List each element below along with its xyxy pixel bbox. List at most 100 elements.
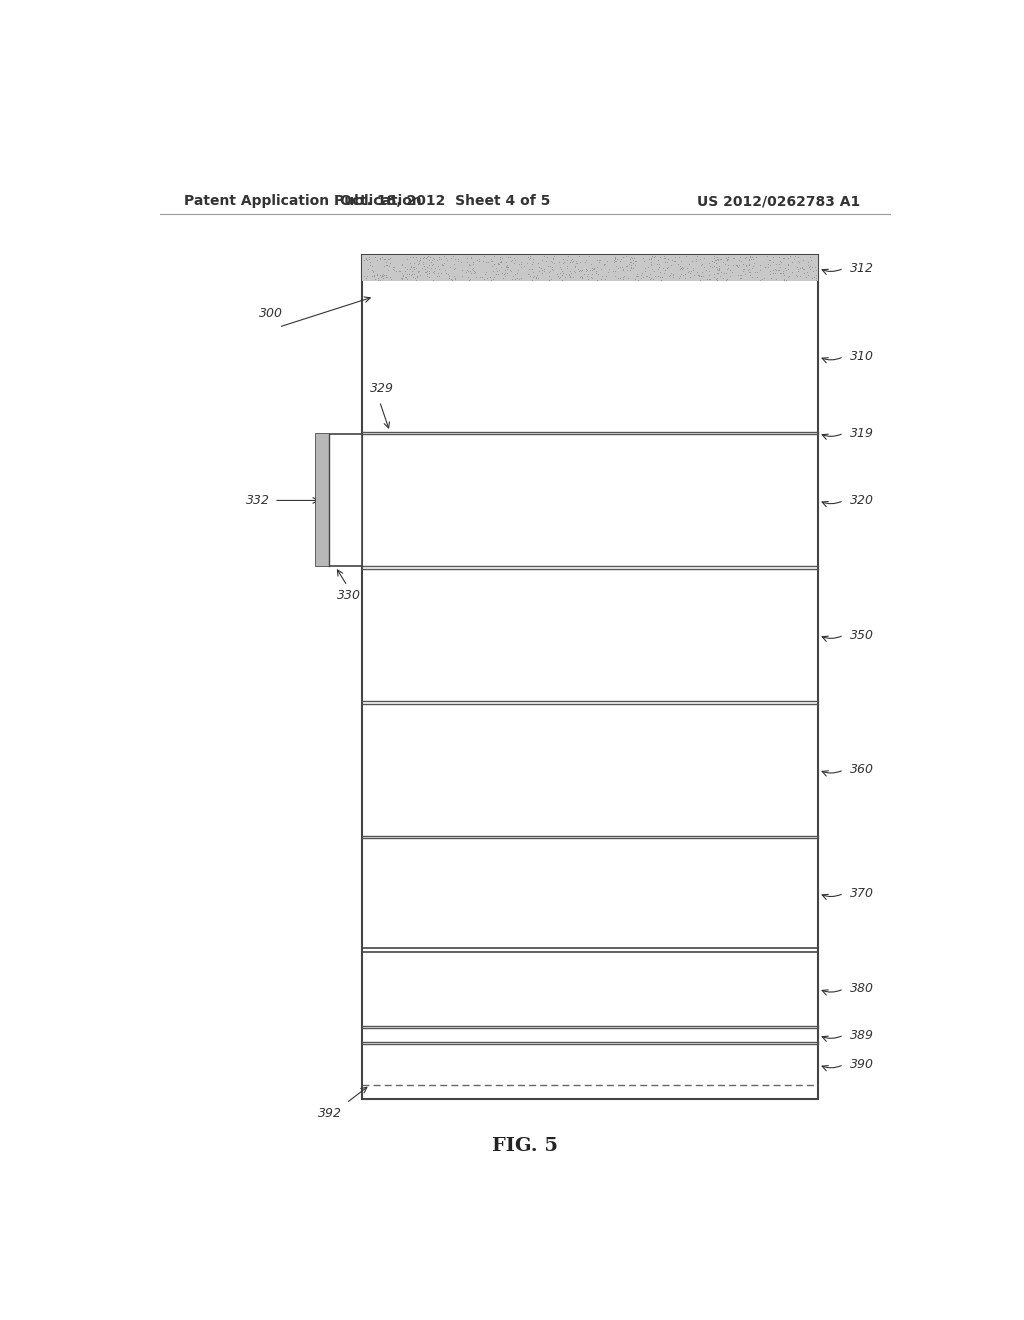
Point — [760, 257, 776, 279]
Text: 319: 319 — [850, 426, 874, 440]
Point — [366, 261, 382, 282]
Point — [742, 264, 759, 285]
Point — [589, 269, 605, 290]
Point — [808, 260, 824, 281]
Point — [748, 246, 764, 267]
Point — [707, 252, 723, 273]
Point — [785, 248, 802, 269]
Point — [425, 247, 441, 268]
Text: 350: 350 — [850, 628, 874, 642]
Point — [773, 251, 790, 272]
Point — [772, 251, 788, 272]
Point — [664, 249, 680, 271]
Point — [635, 247, 651, 268]
Point — [383, 268, 399, 289]
Point — [796, 263, 812, 284]
Point — [796, 259, 812, 280]
Point — [722, 265, 738, 286]
Point — [713, 248, 729, 269]
Point — [646, 247, 663, 268]
Point — [411, 260, 427, 281]
Point — [724, 247, 740, 268]
Point — [446, 268, 463, 289]
Point — [361, 248, 378, 269]
Point — [607, 249, 624, 271]
Point — [799, 261, 815, 282]
Point — [743, 248, 760, 269]
Point — [623, 247, 639, 268]
Point — [459, 251, 475, 272]
Point — [410, 261, 426, 282]
Point — [665, 264, 681, 285]
Point — [774, 247, 791, 268]
Point — [408, 269, 424, 290]
Point — [510, 253, 526, 275]
Point — [430, 261, 446, 282]
Point — [726, 248, 742, 269]
Point — [543, 251, 559, 272]
Point — [561, 265, 578, 286]
Point — [718, 269, 734, 290]
Point — [401, 259, 418, 280]
Point — [776, 247, 793, 268]
Point — [642, 263, 658, 284]
Point — [807, 269, 823, 290]
Point — [708, 256, 724, 277]
Point — [374, 246, 390, 267]
Point — [412, 249, 428, 271]
Point — [592, 268, 608, 289]
Point — [476, 246, 493, 267]
Point — [762, 249, 778, 271]
Point — [790, 247, 806, 268]
Point — [563, 252, 580, 273]
Point — [524, 265, 541, 286]
Point — [582, 259, 598, 280]
Point — [500, 247, 516, 268]
Point — [618, 255, 635, 276]
Point — [437, 259, 454, 280]
Point — [434, 253, 451, 275]
Point — [395, 265, 412, 286]
Point — [571, 252, 588, 273]
Point — [568, 251, 585, 272]
Point — [541, 269, 557, 290]
Point — [447, 257, 464, 279]
Point — [741, 261, 758, 282]
Point — [404, 256, 421, 277]
Point — [649, 265, 666, 286]
Point — [376, 248, 392, 269]
Point — [431, 248, 447, 269]
Point — [703, 249, 720, 271]
Point — [495, 267, 511, 288]
Point — [697, 260, 714, 281]
Point — [801, 256, 817, 277]
Point — [525, 261, 542, 282]
Point — [367, 247, 383, 268]
Point — [443, 269, 460, 290]
Point — [628, 251, 644, 272]
Point — [759, 246, 775, 267]
Point — [626, 257, 642, 279]
Point — [507, 264, 523, 285]
Point — [528, 268, 545, 289]
Point — [757, 256, 773, 277]
Point — [531, 260, 548, 281]
Point — [657, 251, 674, 272]
Point — [450, 251, 466, 272]
Point — [625, 252, 641, 273]
Point — [495, 248, 511, 269]
Point — [581, 246, 597, 267]
Point — [568, 252, 585, 273]
Point — [446, 259, 463, 280]
Point — [463, 263, 479, 284]
Point — [650, 249, 667, 271]
Point — [420, 246, 436, 267]
Point — [561, 260, 578, 281]
Point — [423, 252, 439, 273]
Point — [487, 257, 504, 279]
Point — [534, 261, 550, 282]
Point — [486, 246, 503, 267]
Point — [379, 253, 395, 275]
Point — [643, 267, 659, 288]
Point — [545, 247, 561, 268]
